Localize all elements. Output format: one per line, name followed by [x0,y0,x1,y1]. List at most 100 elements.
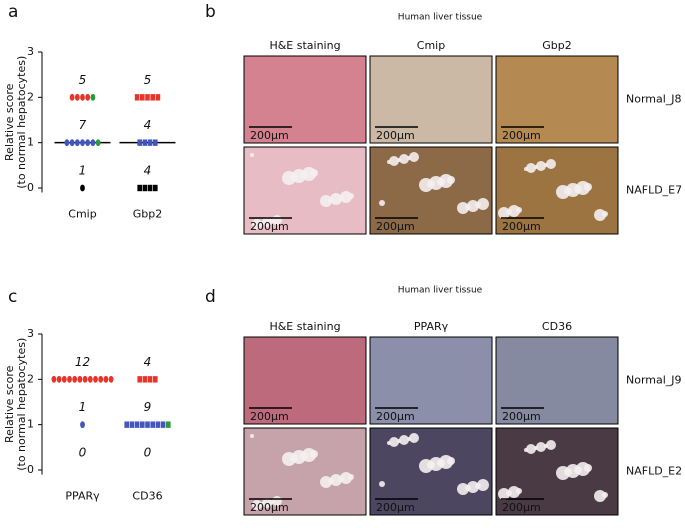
x-tick-label: CD36 [132,490,162,503]
count-label: 5 [144,73,152,87]
dot [129,421,135,428]
panel-label: d [205,287,216,307]
y-tick-label: 0 [27,463,34,476]
dot [142,376,148,383]
count-label: 4 [144,118,152,132]
x-tick-label: Cmip [68,208,96,221]
fat-vacuole [477,198,489,210]
count-label: 7 [79,118,87,132]
dot [95,139,101,147]
scale-label: 200µm [250,501,289,514]
dot [160,421,166,428]
dot [69,139,75,147]
dot [166,421,171,428]
fat-vacuole [389,437,399,447]
fat-vacuole [379,481,385,487]
dot [87,375,93,383]
micrograph [243,55,367,144]
dot [82,375,88,383]
dot [155,421,161,428]
fat-vacuole [409,152,419,162]
dot [150,94,155,101]
dot [147,376,153,383]
fat-vacuole [477,479,489,491]
fat-vacuole [262,217,272,227]
fat-vacuole [536,442,546,452]
dot [155,94,161,101]
scale-label: 200µm [376,501,415,514]
dot [108,375,114,383]
dot [69,93,75,101]
dot [90,93,96,101]
fat-vacuole [526,163,536,173]
dot [80,421,85,429]
dot [145,421,150,428]
row-label: NAFLD_E7 [626,184,682,197]
column-header: PPARγ [414,320,449,333]
fat-vacuole [516,488,522,494]
dot [140,94,145,101]
fat-vacuole [389,156,399,166]
count-label: 4 [144,355,152,369]
fat-vacuole [584,464,592,472]
fat-vacuole [310,169,318,177]
column-header: CD36 [542,320,572,333]
dot [150,421,155,428]
dot [93,375,98,383]
y-tick-label: 2 [27,372,34,385]
fat-vacuole [536,161,546,171]
dot [145,94,150,101]
scale-label: 200µm [502,501,541,514]
count-label: 1 [79,400,87,414]
fat-vacuole [399,154,409,164]
scale-label: 200µm [250,410,289,423]
count-label: 4 [144,163,152,177]
panel-label: b [205,2,216,22]
fat-vacuole [348,193,354,199]
fat-vacuole [526,444,536,454]
count-label: 9 [144,400,152,414]
x-tick-label: Gbp2 [133,208,163,221]
dot [137,139,142,146]
fat-vacuole [250,153,254,157]
dot [77,375,83,383]
fat-vacuole [602,492,608,498]
dot [80,93,85,101]
scale-label: 200µm [376,410,415,423]
dot [134,421,140,428]
dot [72,375,78,383]
panel-label: c [8,287,17,307]
scale-label: 200µm [376,220,415,233]
y-tick-label: 2 [27,90,34,103]
micrograph [495,55,619,144]
dot [98,375,104,383]
dot [56,375,62,383]
scale-label: 200µm [250,220,289,233]
count-label: 0 [79,445,87,459]
dot [147,184,153,192]
fat-vacuole [546,440,556,450]
micrograph [495,336,619,425]
fat-vacuole [447,176,455,184]
fat-vacuole [310,450,318,458]
column-header: H&E staining [269,320,340,333]
fat-vacuole [447,457,455,465]
fat-vacuole [516,207,522,213]
micrograph [369,336,493,425]
dot [74,93,80,101]
y-tick-label: 0 [27,181,34,194]
fat-vacuole [409,433,419,443]
dot [137,376,142,383]
row-label: NAFLD_E2 [626,465,682,478]
scale-label: 200µm [376,129,415,142]
dot [153,184,158,192]
fat-vacuole [262,498,272,508]
scale-label: 200µm [250,129,289,142]
column-header: H&E staining [269,39,340,52]
scale-label: 200µm [502,129,541,142]
dot [147,139,153,146]
y-tick-label: 1 [27,418,34,431]
y-axis-label: (to normal hepatocytes) [15,56,28,189]
row-label: Normal_J9 [626,374,682,387]
scale-label: 200µm [502,410,541,423]
